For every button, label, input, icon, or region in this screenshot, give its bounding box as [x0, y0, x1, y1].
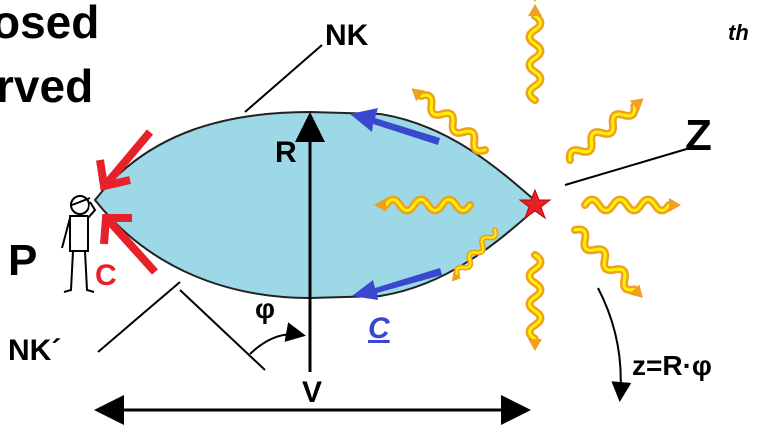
pointer-line — [97, 281, 181, 353]
label-phi: φ — [255, 293, 275, 324]
observer-arrows — [96, 129, 158, 275]
title-line: osed — [0, 0, 99, 48]
label-c-red: C — [95, 259, 117, 292]
angle-line — [179, 289, 266, 371]
label-nk: NK — [325, 19, 369, 52]
label-p: P — [8, 236, 37, 285]
corner-text: th — [728, 20, 749, 45]
pointer-line — [564, 147, 691, 186]
label-z: Z — [685, 111, 712, 160]
label-c-blue: C — [368, 312, 391, 345]
title-line: rved — [0, 60, 93, 112]
observer — [61, 195, 97, 293]
star — [518, 188, 552, 220]
curved-arrow — [597, 287, 632, 402]
label-formula: z=R·φ — [632, 350, 712, 381]
pointer-line — [244, 44, 323, 113]
label-v: V — [302, 376, 322, 409]
label-nk-prime: NK´ — [8, 334, 61, 367]
light-arrows — [350, 108, 442, 300]
angle-arc — [249, 322, 306, 355]
label-r: R — [275, 136, 297, 169]
